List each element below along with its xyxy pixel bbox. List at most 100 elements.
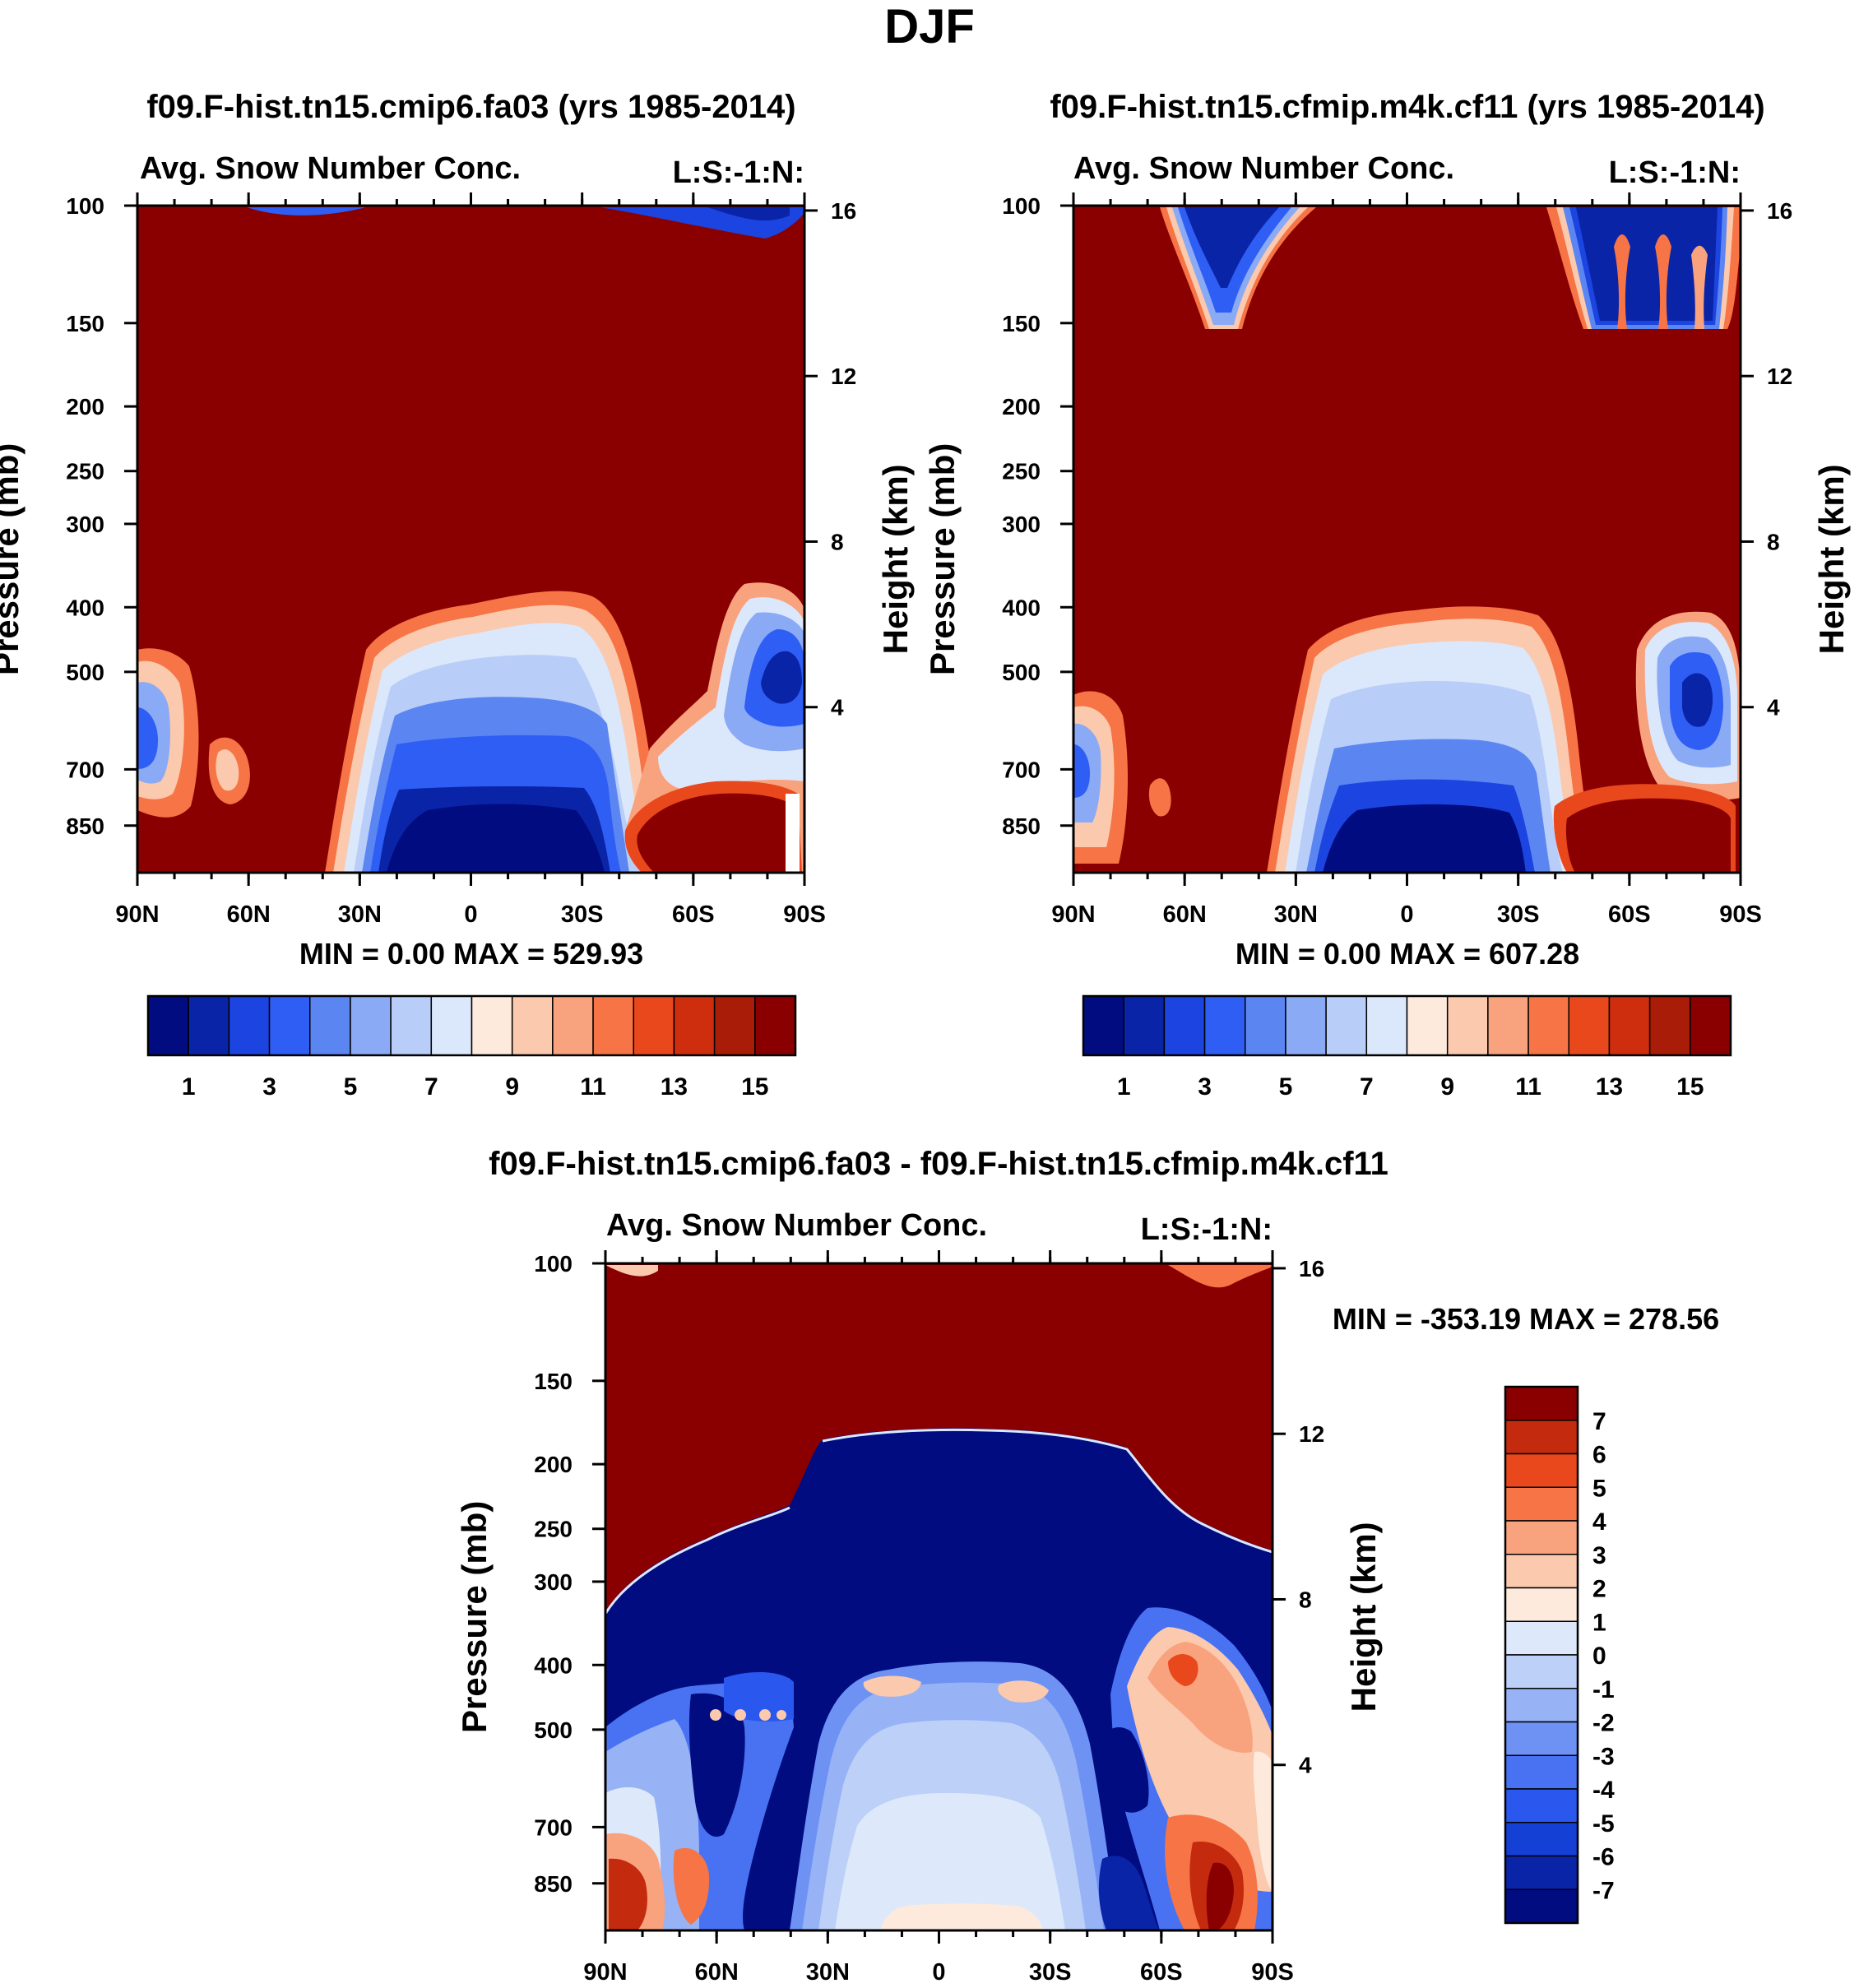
panel-a-variable-label: Avg. Snow Number Conc. [140,151,521,186]
colorbar-label: -6 [1592,1844,1615,1871]
p-tick-label: 400 [66,595,104,620]
y-axis-label-height: Height (km) [1344,1522,1383,1712]
colorbar-label: 3 [1592,1542,1606,1569]
x-tick-label: 60S [1608,901,1651,928]
colorbar-swatch [147,995,189,1056]
colorbar-label: -2 [1592,1710,1615,1737]
panel-a-tick-marks [124,192,818,886]
colorbar-swatch [673,995,716,1056]
p-tick-label: 250 [66,459,104,484]
x-tick-label: 30N [338,901,382,928]
colorbar-swatch [188,995,230,1056]
colorbar-label: 11 [580,1073,606,1101]
panel-c-case-title: f09.F-hist.tn15.cmip6.fa03 - f09.F-hist.… [489,1146,1388,1182]
panel-b: f09.F-hist.tn15.cfmip.m4k.cf11 (yrs 1985… [1050,89,1764,1101]
colorbar-label: 9 [505,1073,519,1101]
colorbar-swatch [1504,1822,1579,1857]
z-tick-label: 16 [1299,1256,1324,1281]
panel-b-right-label: L:S:-1:N: [1609,155,1741,190]
p-tick-label: 700 [534,1814,573,1840]
colorbar-swatch [633,995,675,1056]
x-tick-label: 30S [561,901,604,928]
x-tick-label: 30N [806,1959,850,1986]
x-tick-label: 90S [1251,1959,1294,1986]
colorbar-label: 1 [1592,1609,1606,1636]
colorbar-frame [1082,994,1732,1057]
p-tick-label: 250 [534,1517,573,1542]
z-tick-label: 8 [1299,1587,1312,1612]
panel-b-field [1073,206,1741,873]
panel-b-tick-marks [1060,192,1754,886]
panel-a-colorbar: 1 3 5 7 9 11 13 15 [146,994,797,1101]
p-tick-label: 150 [534,1369,573,1394]
y-axis-label-height: Height (km) [1812,464,1851,654]
colorbar-label: -3 [1592,1743,1615,1770]
colorbar-swatch [1504,1721,1579,1756]
colorbar-label: 3 [1198,1073,1212,1101]
colorbar-swatch [350,995,392,1056]
p-tick-label: 500 [66,660,104,685]
colorbar-swatch [1504,1855,1579,1890]
p-tick-label: 100 [1002,193,1041,219]
colorbar-swatch [1203,995,1246,1056]
p-tick-label: 200 [1002,394,1041,419]
colorbar-swatch [1487,995,1529,1056]
colorbar-swatch [1245,995,1286,1056]
y-axis-label-height: Height (km) [876,464,915,654]
p-tick-label: 100 [534,1251,573,1277]
colorbar-label: 9 [1440,1073,1454,1101]
colorbar-swatch [1528,995,1569,1056]
panel-c-field [605,1263,1273,1930]
colorbar-swatch [1504,1453,1579,1488]
colorbar-label: 4 [1592,1508,1606,1536]
z-tick-label: 12 [831,364,856,389]
x-tick-label: 90N [1051,901,1095,928]
colorbar-label: -7 [1592,1877,1615,1904]
z-tick-label: 8 [831,529,844,554]
x-tick-label: 60S [672,901,715,928]
panel-c-right-label: L:S:-1:N: [1141,1212,1273,1247]
colorbar-label: 15 [741,1073,768,1101]
z-tick-label: 8 [1767,529,1780,554]
figure-title: DJF [884,0,975,53]
colorbar-swatch [471,995,513,1056]
panel-a-min-max: MIN = 0.00 MAX = 529.93 [299,937,643,971]
y-axis-label-pressure: Pressure (mb) [923,443,962,675]
colorbar-swatch [1446,995,1489,1056]
colorbar-swatch [1568,995,1611,1056]
colorbar-swatch [1648,995,1691,1056]
y-axis-label-pressure: Pressure (mb) [455,1501,494,1733]
x-tick-label: 60N [227,901,271,928]
p-tick-label: 150 [66,311,104,336]
x-tick-label: 30S [1029,1959,1072,1986]
p-tick-label: 300 [66,512,104,537]
colorbar-swatch [1123,995,1166,1056]
colorbar-label: -1 [1592,1676,1615,1703]
panel-c-variable-label: Avg. Snow Number Conc. [606,1208,987,1243]
colorbar-label: 3 [262,1073,276,1101]
p-tick-label: 850 [534,1871,573,1897]
colorbar-swatch [1504,1620,1579,1656]
colorbar-swatch [1608,995,1651,1056]
colorbar-swatch [1504,1420,1579,1455]
colorbar-label: 7 [424,1073,438,1101]
colorbar-swatch [309,995,351,1056]
colorbar-label: 1 [1117,1073,1131,1101]
colorbar-label: 13 [1596,1073,1623,1101]
p-tick-label: 250 [1002,459,1041,484]
x-tick-label: 90N [115,901,159,928]
colorbar-label: 2 [1592,1576,1606,1603]
p-tick-label: 500 [534,1717,573,1743]
colorbar-swatch [1504,1554,1579,1589]
colorbar-label: 7 [1360,1073,1374,1101]
x-tick-label: 30S [1497,901,1540,928]
panel-b-case-title: f09.F-hist.tn15.cfmip.m4k.cf11 (yrs 1985… [1050,89,1764,125]
panel-a: f09.F-hist.tn15.cmip6.fa03 (yrs 1985-201… [124,89,818,1101]
p-tick-label: 200 [66,394,104,419]
p-tick-label: 850 [66,813,104,839]
colorbar-swatch [1082,995,1124,1056]
colorbar-label: 13 [661,1073,688,1101]
colorbar-label: 7 [1592,1408,1606,1435]
colorbar-swatch [1504,1587,1579,1622]
